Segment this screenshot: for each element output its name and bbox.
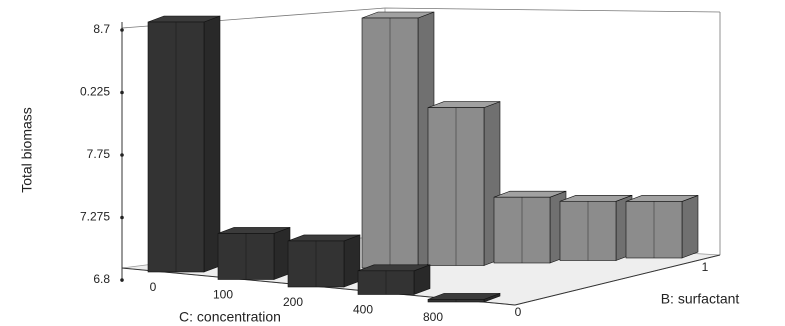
y-tick: [120, 28, 124, 32]
y-tick-label: 7.275: [80, 210, 110, 224]
x-tick-label: 100: [213, 288, 233, 302]
y-tick: [120, 215, 124, 220]
y-axis-title: Total biomass: [19, 107, 35, 193]
x-tick-label: 200: [283, 295, 303, 309]
bar-side: [681, 194, 699, 259]
y-tick: [120, 278, 124, 282]
y-tick-label: 6.8: [93, 272, 110, 286]
bar-side: [203, 15, 221, 273]
x-tick-label: 400: [353, 303, 373, 317]
z-axis-title: B: surfactant: [661, 291, 740, 307]
y-tick-label: 0.225: [80, 85, 110, 99]
y-tick: [120, 90, 124, 95]
z-tick-label: 0: [515, 305, 522, 319]
y-tick-label: 7.75: [87, 147, 111, 161]
z-tick-label: 1: [702, 260, 709, 274]
z-axis: [514, 254, 721, 306]
x-tick-label: 800: [423, 310, 443, 324]
x-tick-label: 0: [150, 280, 157, 294]
bar-side: [273, 227, 291, 280]
y-tick: [120, 153, 124, 157]
bar-side: [343, 234, 361, 288]
y-tick-label: 8.7: [93, 22, 110, 36]
x-axis-title: C: concentration: [179, 309, 281, 325]
